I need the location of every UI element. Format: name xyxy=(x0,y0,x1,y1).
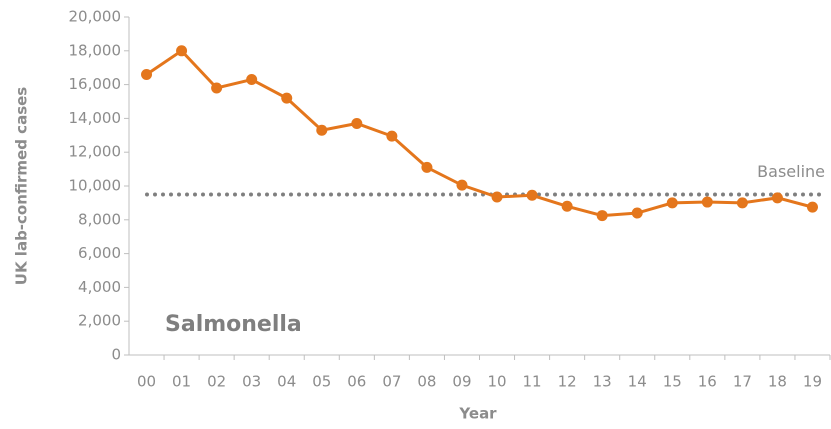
data-point xyxy=(631,207,643,219)
x-tick-label: 03 xyxy=(242,373,261,391)
data-line xyxy=(145,48,813,218)
x-tick-label: 15 xyxy=(663,373,682,391)
data-point xyxy=(176,45,188,57)
x-tick-label: 07 xyxy=(382,373,401,391)
baseline-label: Baseline xyxy=(757,162,825,181)
data-point xyxy=(666,197,678,209)
y-tick-label: 4,000 xyxy=(78,278,121,296)
x-tick-label: 12 xyxy=(558,373,577,391)
x-tick-label: 14 xyxy=(628,373,647,391)
y-tick-label: 20,000 xyxy=(69,8,122,26)
data-point xyxy=(386,130,398,142)
x-tick-label: 05 xyxy=(312,373,331,391)
data-point xyxy=(736,197,748,209)
data-point xyxy=(771,192,783,204)
data-point xyxy=(246,74,258,86)
data-point xyxy=(491,191,503,203)
x-tick-label: 13 xyxy=(593,373,612,391)
data-point xyxy=(421,161,433,173)
y-tick-label: 18,000 xyxy=(69,41,122,59)
x-tick-label: 10 xyxy=(487,373,506,391)
x-tick-label: 04 xyxy=(277,373,296,391)
y-tick-label: 12,000 xyxy=(69,143,122,161)
x-tick-label: 02 xyxy=(207,373,226,391)
data-point xyxy=(141,68,153,80)
x-tick-label: 08 xyxy=(417,373,436,391)
data-point xyxy=(456,179,468,191)
y-tick-label: 10,000 xyxy=(69,177,122,195)
data-point xyxy=(526,189,538,201)
y-tick-label: 14,000 xyxy=(69,109,122,127)
x-tick-label: 01 xyxy=(172,373,191,391)
x-tick-label: 06 xyxy=(347,373,366,391)
x-axis-label: Year xyxy=(458,405,497,423)
x-tick-label: 19 xyxy=(803,373,822,391)
data-point xyxy=(596,210,608,222)
y-tick-label: 2,000 xyxy=(78,312,121,330)
data-point xyxy=(701,196,713,208)
data-point xyxy=(806,201,818,213)
y-axis-label: UK lab-confirmed cases xyxy=(13,87,31,286)
data-point xyxy=(561,200,573,212)
annotation: Salmonella xyxy=(165,312,302,337)
x-tick-label: 17 xyxy=(733,373,752,391)
x-tick-label: 00 xyxy=(137,373,156,391)
x-tick-label: 18 xyxy=(768,373,787,391)
x-tick-label: 16 xyxy=(698,373,717,391)
y-tick-label: 8,000 xyxy=(78,210,121,228)
x-tick-label: 11 xyxy=(523,373,542,391)
y-tick-label: 16,000 xyxy=(69,75,122,93)
data-point xyxy=(211,82,223,94)
data-point xyxy=(316,124,328,136)
y-tick-label: 0 xyxy=(111,346,121,364)
y-tick-label: 6,000 xyxy=(78,244,121,262)
data-point xyxy=(281,92,293,104)
x-tick-label: 09 xyxy=(452,373,471,391)
data-point xyxy=(351,117,363,129)
